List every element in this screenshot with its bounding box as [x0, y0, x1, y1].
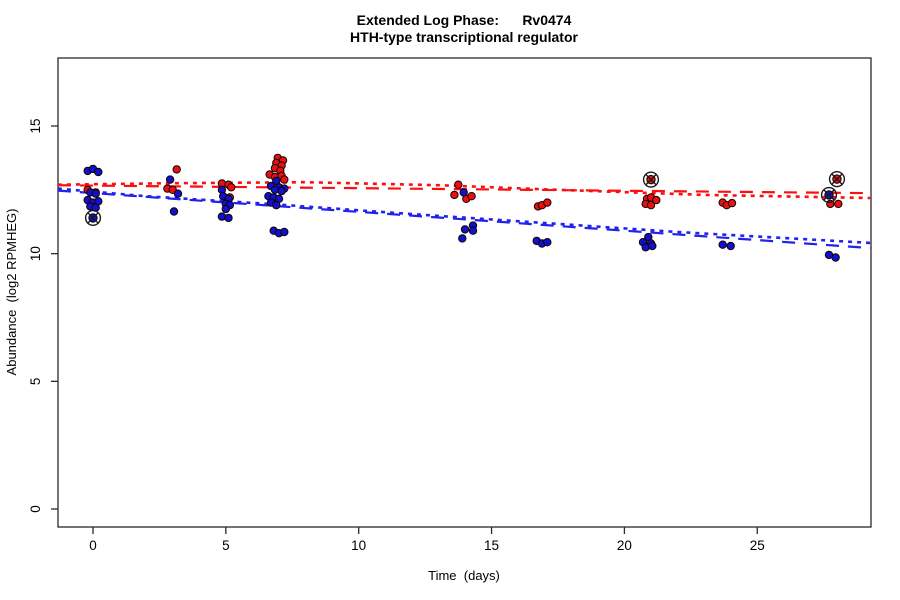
blue-condition-data-point: [648, 241, 657, 251]
red-condition-data-point: [450, 190, 459, 200]
blue-condition-data-point: [94, 167, 103, 177]
x-tick-label: 0: [89, 538, 97, 553]
x-axis-title: Time (days): [428, 568, 500, 583]
red-condition-data-point: [467, 192, 476, 201]
outlier-cross-icon: [645, 173, 657, 186]
blue-condition-smooth-fit-line: [57, 187, 871, 245]
red-condition-data-point: [454, 180, 463, 189]
blue-condition-linear-fit-line: [57, 189, 871, 250]
axes-layer: 0 5 10 15 20 25 0 5 10 15: [28, 57, 872, 553]
blue-condition-data-point: [543, 238, 552, 247]
x-tick-label: 25: [750, 538, 765, 553]
blue-condition-data-point: [641, 243, 650, 252]
outlier-ring-icon: [84, 209, 102, 227]
red-condition-data-point: [172, 165, 181, 174]
plot-box: [57, 57, 872, 528]
outlier-cross-icon: [87, 212, 99, 224]
blue-condition-data-point: [468, 226, 478, 235]
blue-condition-data-point: [165, 175, 175, 184]
blue-condition-data-point: [726, 241, 735, 251]
y-tick-label: 5: [28, 378, 43, 386]
blue-condition-data-point: [217, 212, 227, 221]
red-condition-data-point: [652, 195, 661, 205]
red-condition-data-point: [543, 198, 552, 207]
blue-condition-data-point: [221, 204, 231, 214]
red-condition-circled-outlier-marker: [642, 171, 660, 188]
x-tick-label: 20: [617, 538, 632, 553]
y-axis-title: Abundance (log2 RPMHEG): [4, 209, 19, 376]
x-tick-label: 15: [484, 538, 499, 553]
outlier-ring-icon: [820, 186, 838, 204]
blue-condition-data-point: [460, 225, 470, 234]
blue-condition-circled-outlier-marker: [820, 186, 838, 204]
outlier-ring-icon: [642, 171, 660, 188]
red-condition-circled-outlier-marker: [828, 171, 846, 188]
y-tick-label: 15: [28, 118, 43, 133]
plot-title-line1: Extended Log Phase: Rv0474: [357, 12, 572, 28]
blue-condition-data-point: [277, 186, 286, 196]
red-condition-smooth-fit-line: [57, 180, 871, 200]
blue-condition-data-point: [458, 234, 467, 243]
blue-condition-data-point: [173, 189, 183, 198]
y-tick-label: 0: [28, 505, 43, 513]
red-condition-data-point: [280, 175, 289, 184]
blue-condition-data-point: [272, 201, 281, 210]
blue-condition-data-point: [270, 185, 280, 195]
data-points-layer: [83, 153, 846, 262]
x-tick-label: 5: [222, 538, 230, 553]
red-condition-data-point: [834, 199, 843, 209]
blue-condition-circled-outlier-marker: [84, 209, 102, 227]
outlier-ring-icon: [828, 171, 846, 188]
red-condition-data-point: [227, 183, 236, 192]
blue-condition-data-point: [224, 213, 233, 223]
blue-condition-data-point: [831, 253, 840, 262]
blue-condition-data-point: [280, 227, 289, 237]
blue-condition-data-point: [718, 240, 727, 249]
blue-condition-data-point: [459, 188, 468, 197]
y-tick-label: 10: [28, 246, 43, 261]
blue-condition-data-point: [169, 207, 179, 216]
blue-condition-data-point: [91, 189, 100, 198]
red-condition-data-point: [727, 198, 737, 208]
outlier-cross-icon: [831, 173, 843, 185]
outlier-cross-icon: [823, 189, 835, 201]
plot-title-line2: HTH-type transcriptional regulator: [350, 29, 578, 45]
x-tick-label: 10: [351, 538, 366, 553]
red-condition-data-point: [646, 201, 656, 210]
